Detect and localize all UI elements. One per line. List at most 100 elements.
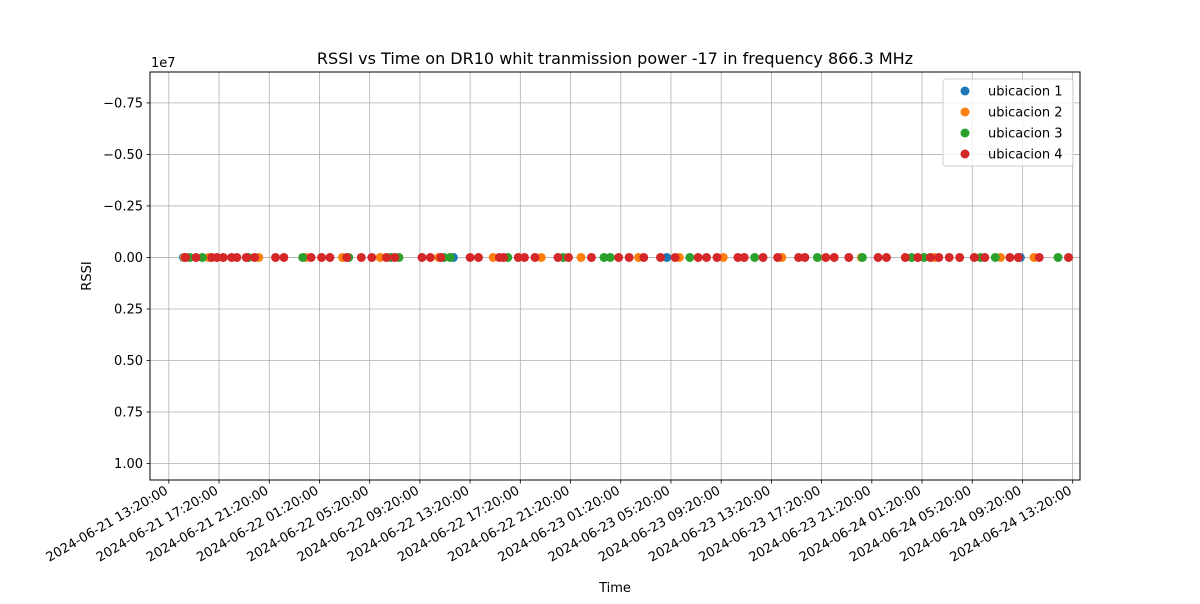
data-point: [390, 252, 400, 262]
data-point: [375, 252, 385, 262]
data-point: [536, 252, 546, 262]
data-point: [670, 252, 680, 262]
data-point: [1013, 252, 1023, 262]
y-tick-label: 0.50: [114, 354, 143, 369]
data-point: [873, 252, 883, 262]
legend-marker: [960, 107, 970, 117]
data-point: [693, 252, 703, 262]
data-point: [465, 252, 475, 262]
data-point: [614, 252, 624, 262]
y-axis-label: RSSI: [80, 261, 95, 290]
data-point: [685, 252, 695, 262]
data-point: [750, 252, 760, 262]
data-point: [356, 252, 366, 262]
data-point: [298, 252, 308, 262]
y-tick-label: 0.00: [114, 251, 143, 266]
data-point: [576, 252, 586, 262]
data-point: [513, 252, 523, 262]
data-point: [919, 252, 929, 262]
data-point: [1053, 252, 1063, 262]
data-point: [232, 252, 242, 262]
y-tick-label: −0.75: [103, 96, 143, 111]
data-point: [702, 252, 712, 262]
data-point: [944, 252, 954, 262]
data-point: [306, 252, 316, 262]
data-point: [1005, 252, 1015, 262]
legend-marker: [960, 86, 970, 96]
y-axis-offset-label: 1e7: [151, 56, 176, 71]
data-point: [639, 252, 649, 262]
data-point: [624, 252, 634, 262]
data-point: [605, 252, 615, 262]
data-point: [197, 252, 207, 262]
data-point: [499, 252, 509, 262]
data-point: [241, 252, 251, 262]
legend: ubicacion 1 ubicacion 2 ubicacion 3 ubicaci…: [942, 78, 1074, 167]
data-point: [1063, 252, 1073, 262]
chart-title: RSSI vs Time on DR10 whit tranmission po…: [317, 49, 913, 68]
data-point: [520, 252, 530, 262]
data-point: [563, 252, 573, 262]
data-point: [212, 252, 222, 262]
data-point: [800, 252, 810, 262]
data-point: [325, 252, 335, 262]
data-point: [829, 252, 839, 262]
data-point: [980, 252, 990, 262]
legend-label: ubicacion 3: [988, 127, 1063, 142]
legend-items: ubicacion 1 ubicacion 2 ubicacion 3 ubicaci…: [960, 85, 1063, 163]
grid-layer: [150, 72, 1080, 480]
y-axis: −0.75 −0.50 −0.25 0.00 0.25 0.50 0.75 1.00: [103, 96, 150, 472]
data-point: [279, 252, 289, 262]
data-point: [739, 252, 749, 262]
data-point: [656, 252, 666, 262]
data-point: [812, 252, 822, 262]
data-point: [857, 252, 867, 262]
data-point: [367, 252, 377, 262]
data-point: [925, 252, 935, 262]
legend-marker: [960, 149, 970, 159]
data-point: [599, 252, 609, 262]
data-point: [913, 252, 923, 262]
y-tick-label: −0.50: [103, 148, 143, 163]
y-tick-label: −0.25: [103, 199, 143, 214]
series-ubicacion-4: [181, 252, 1073, 262]
data-point: [794, 252, 804, 262]
legend-box: [942, 78, 1074, 167]
data-point: [271, 252, 281, 262]
plot-area-frame: [149, 71, 1081, 481]
data-point: [181, 252, 191, 262]
data-point: [342, 252, 352, 262]
data-points-layer: [178, 252, 1073, 262]
data-point: [773, 252, 783, 262]
data-point: [473, 252, 483, 262]
data-point: [436, 252, 446, 262]
data-point: [955, 252, 965, 262]
data-point: [821, 252, 831, 262]
data-point: [530, 252, 540, 262]
data-point: [488, 252, 498, 262]
data-point: [317, 252, 327, 262]
data-point: [733, 252, 743, 262]
legend-marker: [960, 128, 970, 138]
data-point: [425, 252, 435, 262]
data-point: [417, 252, 427, 262]
data-point: [907, 252, 917, 262]
data-point: [445, 252, 455, 262]
data-point: [381, 252, 391, 262]
legend-label: ubicacion 4: [988, 148, 1063, 163]
data-point: [844, 252, 854, 262]
data-point: [553, 252, 563, 262]
data-point: [758, 252, 768, 262]
data-point: [934, 252, 944, 262]
data-point: [218, 252, 228, 262]
data-point: [1034, 252, 1044, 262]
y-tick-label: 0.75: [114, 406, 143, 421]
y-tick-label: 1.00: [114, 457, 143, 472]
data-point: [586, 252, 596, 262]
data-point: [662, 252, 672, 262]
data-point: [191, 252, 201, 262]
legend-label: ubicacion 1: [988, 85, 1063, 100]
x-axis-label: Time: [598, 581, 631, 596]
